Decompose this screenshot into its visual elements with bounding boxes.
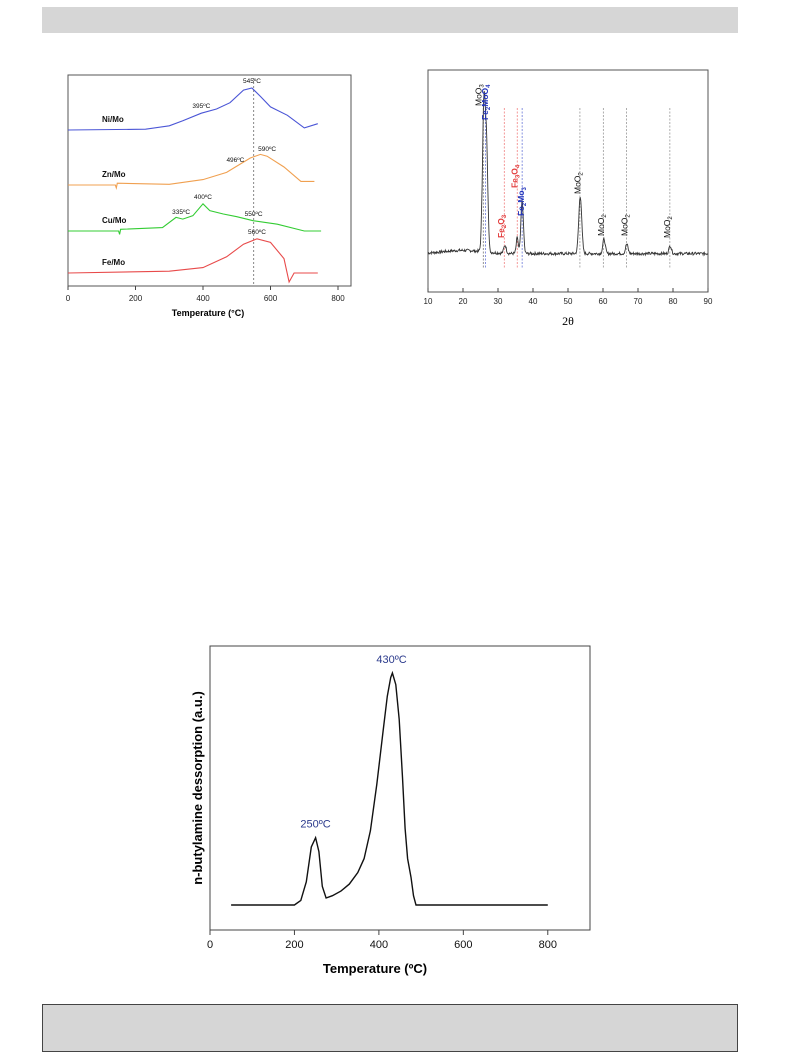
xrd-phase-label: MoO2: [620, 214, 632, 236]
tpd-desorption-line: [231, 670, 548, 906]
tpd-x-tick-label: 0: [207, 939, 213, 951]
tpd-x-tick-label: 600: [454, 939, 472, 951]
tpr-x-axis-label: Temperature (°C): [172, 308, 244, 318]
tpr-series-ni-mo: [67, 87, 318, 131]
xrd-chart: MoO3 Fe2MoO4 Fe2O3 Fe3O4 Fe2Mo3 MoO2 MoO2 MoO2 M…: [415, 68, 725, 330]
tpr-series-zn-mo: [68, 153, 315, 190]
tpr-peak-annotation: 560ºC: [248, 229, 266, 236]
tpr-peak-annotation: 335ºC: [172, 209, 190, 216]
tpd-x-tick-label: 800: [539, 939, 557, 951]
xrd-x-tick-label: 60: [599, 297, 608, 306]
xrd-x-axis-label: 2θ: [562, 314, 574, 328]
xrd-x-tick-label: 10: [424, 297, 433, 306]
tpr-x-tick-label: 400: [196, 294, 210, 303]
tpr-peak-annotation: 590ºC: [258, 146, 276, 153]
xrd-x-tick-label: 50: [564, 297, 573, 306]
tpr-series-label: Ni/Mo: [102, 115, 124, 124]
xrd-x-tick-label: 90: [704, 297, 713, 306]
page-header-bar: [42, 7, 738, 33]
xrd-phase-label: MoO2: [572, 172, 584, 194]
xrd-plot-frame: [427, 69, 709, 293]
xrd-x-tick-label: 20: [459, 297, 468, 306]
tpr-x-tick-label: 200: [129, 294, 143, 303]
xrd-phase-label: Fe2MoO4: [480, 84, 492, 120]
xrd-phase-label: MoO2: [596, 214, 608, 236]
tpr-chart-svg: Ni/Mo Zn/Mo Cu/Mo Fe/Mo 395ºC 545ºC 496ºC 590º…: [66, 74, 352, 318]
tpr-series-label: Fe/Mo: [102, 258, 125, 267]
tpd-chart-svg: 250ºC 430ºC 0 200 400 600 800 Temperature (ºC…: [190, 645, 591, 976]
xrd-x-tick-label: 80: [669, 297, 678, 306]
xrd-x-tick-label: 30: [494, 297, 503, 306]
tpr-peak-annotation: 400ºC: [194, 194, 212, 201]
xrd-phase-label: Fe2O3: [496, 214, 508, 238]
tpd-x-tick-label: 400: [370, 939, 388, 951]
tpd-chart: 250ºC 430ºC 0 200 400 600 800 Temperature (ºC…: [180, 640, 600, 980]
tpr-series-cu-mo: [68, 202, 322, 235]
xrd-phase-label: Fe2Mo3: [516, 186, 528, 216]
xrd-x-tick-label: 70: [634, 297, 643, 306]
xrd-phase-label: MoO2: [662, 216, 674, 238]
tpr-peak-annotation: 545ºC: [243, 78, 261, 85]
tpr-peak-annotation: 496ºC: [226, 157, 244, 164]
tpd-x-axis-label: Temperature (ºC): [323, 961, 427, 976]
tpr-series-label: Cu/Mo: [102, 216, 127, 225]
tpd-y-axis-label: n-butylamine dessorption (a.u.): [190, 691, 205, 885]
tpd-x-tick-label: 200: [285, 939, 303, 951]
tpr-chart: Ni/Mo Zn/Mo Cu/Mo Fe/Mo 395ºC 545ºC 496ºC 590º…: [62, 70, 362, 330]
tpr-x-tick-label: 800: [331, 294, 345, 303]
tpr-peak-annotation: 550ºC: [245, 211, 263, 218]
tpr-series-fe-mo: [67, 238, 318, 284]
tpr-peak-annotation: 395ºC: [192, 103, 210, 110]
xrd-phase-label: MoO3: [474, 84, 486, 106]
xrd-pattern-line: [427, 90, 709, 257]
tpd-plot-frame: [209, 645, 591, 931]
tpd-peak-annotation: 430ºC: [376, 654, 406, 666]
tpr-plot-frame: [67, 74, 352, 287]
page-footer-bar: [42, 1004, 738, 1052]
tpr-x-tick-label: 600: [264, 294, 278, 303]
xrd-x-tick-label: 40: [529, 297, 538, 306]
tpd-peak-annotation: 250ºC: [300, 819, 330, 831]
tpr-x-tick-label: 0: [66, 294, 71, 303]
tpr-series-label: Zn/Mo: [102, 170, 126, 179]
xrd-phase-label: Fe3O4: [510, 164, 522, 188]
